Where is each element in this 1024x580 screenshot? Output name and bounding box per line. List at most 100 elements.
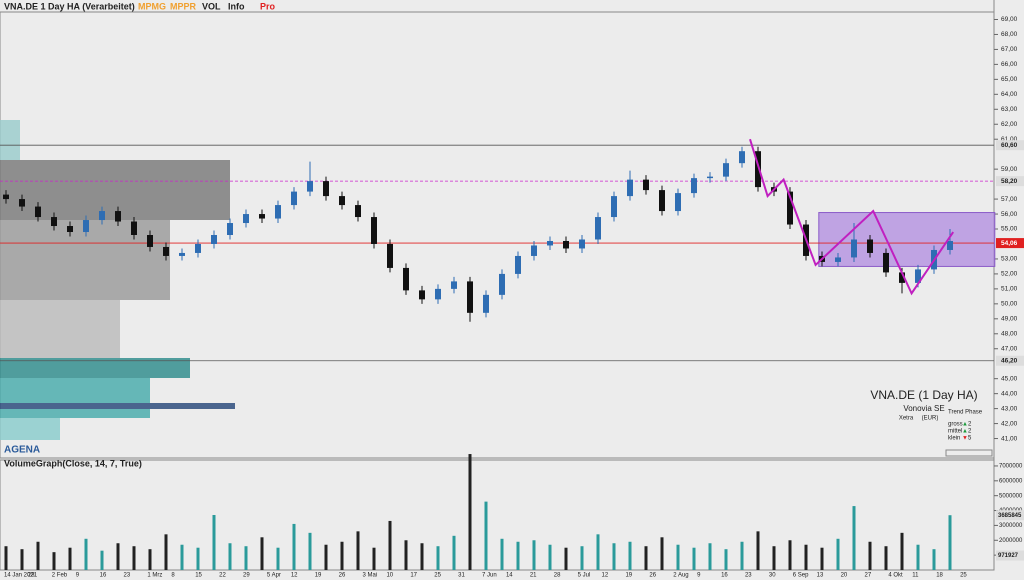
volume-bar — [676, 544, 680, 570]
candle-body — [675, 193, 681, 212]
chart-title: VNA.DE 1 Day HA (Verarbeitet) — [4, 1, 135, 11]
x-tick-label: 26 — [339, 573, 346, 579]
profile-shape — [0, 160, 230, 220]
volume-bar — [596, 534, 600, 570]
candle-body — [659, 190, 665, 212]
info-name: Vonovia SE — [903, 404, 944, 413]
scroll-box[interactable] — [945, 449, 993, 457]
candle-body — [227, 223, 233, 235]
volume-tick-label: 6000000 — [999, 478, 1023, 484]
volume-bar — [132, 546, 136, 570]
level-tag — [996, 140, 1024, 151]
x-tick-label: 19 — [625, 573, 632, 579]
x-tick-label: 29 — [243, 573, 250, 579]
info-row-label: klein — [948, 436, 960, 442]
x-tick-label: 31 — [458, 573, 465, 579]
x-tick-label: 4 Okt — [888, 573, 903, 579]
candle-body — [339, 196, 345, 206]
toolbar-item[interactable]: Info — [228, 1, 245, 11]
volume-bar — [36, 541, 40, 570]
candle-body — [307, 181, 313, 192]
toolbar-item[interactable]: Pro — [260, 1, 276, 11]
x-tick-label: 19 — [315, 573, 322, 579]
x-tick-label: 10 — [386, 573, 393, 579]
profile-shape — [0, 120, 20, 160]
candle-body — [371, 217, 377, 244]
x-tick-label: 12 — [291, 573, 298, 579]
candle-body — [595, 217, 601, 240]
volume-bar — [660, 537, 664, 570]
level-label: 60,60 — [1001, 142, 1018, 149]
volume-bar — [4, 546, 8, 570]
info-row-arrow: ▲ — [962, 422, 968, 428]
x-tick-label: 12 — [602, 573, 609, 579]
volume-bar — [164, 534, 168, 570]
y-tick-label: 57,00 — [1001, 196, 1018, 203]
candle-body — [195, 243, 201, 253]
candle-body — [739, 151, 745, 164]
volume-bar — [836, 538, 840, 570]
volume-bar — [756, 531, 760, 570]
x-tick-label: 27 — [864, 573, 871, 579]
toolbar-item[interactable]: MPMG — [138, 1, 166, 11]
info-heading: Trend Phase — [948, 410, 983, 416]
x-tick-label: 15 — [195, 573, 202, 579]
y-tick-label: 41,00 — [1001, 435, 1018, 442]
volume-bar — [180, 544, 184, 570]
y-tick-label: 56,00 — [1001, 211, 1018, 218]
candle-body — [147, 235, 153, 247]
y-tick-label: 44,00 — [1001, 390, 1018, 397]
volume-bar — [628, 541, 632, 570]
y-tick-label: 51,00 — [1001, 286, 1018, 293]
volume-bar — [452, 535, 456, 570]
candle-body — [563, 240, 569, 249]
candle-body — [19, 199, 25, 207]
y-tick-label: 55,00 — [1001, 226, 1018, 233]
candle-body — [611, 196, 617, 218]
volume-profile — [0, 120, 235, 440]
y-tick-label: 49,00 — [1001, 316, 1018, 323]
candle-body — [3, 194, 9, 200]
y-tick-label: 65,00 — [1001, 76, 1018, 83]
candle-body — [467, 281, 473, 313]
volume-bar — [852, 506, 856, 570]
volume-bar — [244, 546, 248, 570]
candle-body — [451, 281, 457, 289]
x-tick-label: 28 — [28, 573, 35, 579]
candle-body — [515, 255, 521, 274]
y-tick-label: 48,00 — [1001, 330, 1018, 337]
volume-bar — [644, 546, 648, 570]
toolbar-item[interactable]: VOL — [202, 1, 221, 11]
volume-marker-tag — [996, 550, 1024, 561]
volume-bar — [692, 547, 696, 570]
x-tick-label: 16 — [100, 573, 107, 579]
y-tick-label: 62,00 — [1001, 121, 1018, 128]
volume-bar — [500, 538, 504, 570]
volume-marker-label: 971927 — [998, 553, 1019, 559]
volume-bar — [916, 544, 920, 570]
x-tick-label: 25 — [434, 573, 441, 579]
candle-body — [51, 217, 57, 227]
x-tick-label: 23 — [124, 573, 131, 579]
volume-bar — [404, 540, 408, 570]
candle-body — [867, 239, 873, 253]
level-tag — [996, 238, 1024, 249]
candle-body — [355, 205, 361, 218]
level-tag — [996, 176, 1024, 187]
toolbar-item[interactable]: MPPR — [170, 1, 197, 11]
volume-bar — [948, 515, 952, 570]
candle-body — [435, 288, 441, 300]
volume-bar — [900, 532, 904, 570]
profile-shape — [0, 418, 60, 440]
level-label: 58,20 — [1001, 178, 1018, 185]
volume-bar — [260, 537, 264, 570]
x-tick-label: 17 — [410, 573, 417, 579]
x-tick-label: 2 Aug — [673, 573, 688, 579]
candle-body — [691, 178, 697, 194]
y-tick-label: 53,00 — [1001, 256, 1018, 263]
candle-body — [483, 294, 489, 313]
y-tick-label: 42,00 — [1001, 420, 1018, 427]
candle-body — [883, 252, 889, 273]
candle-body — [419, 290, 425, 300]
y-tick-label: 69,00 — [1001, 16, 1018, 23]
